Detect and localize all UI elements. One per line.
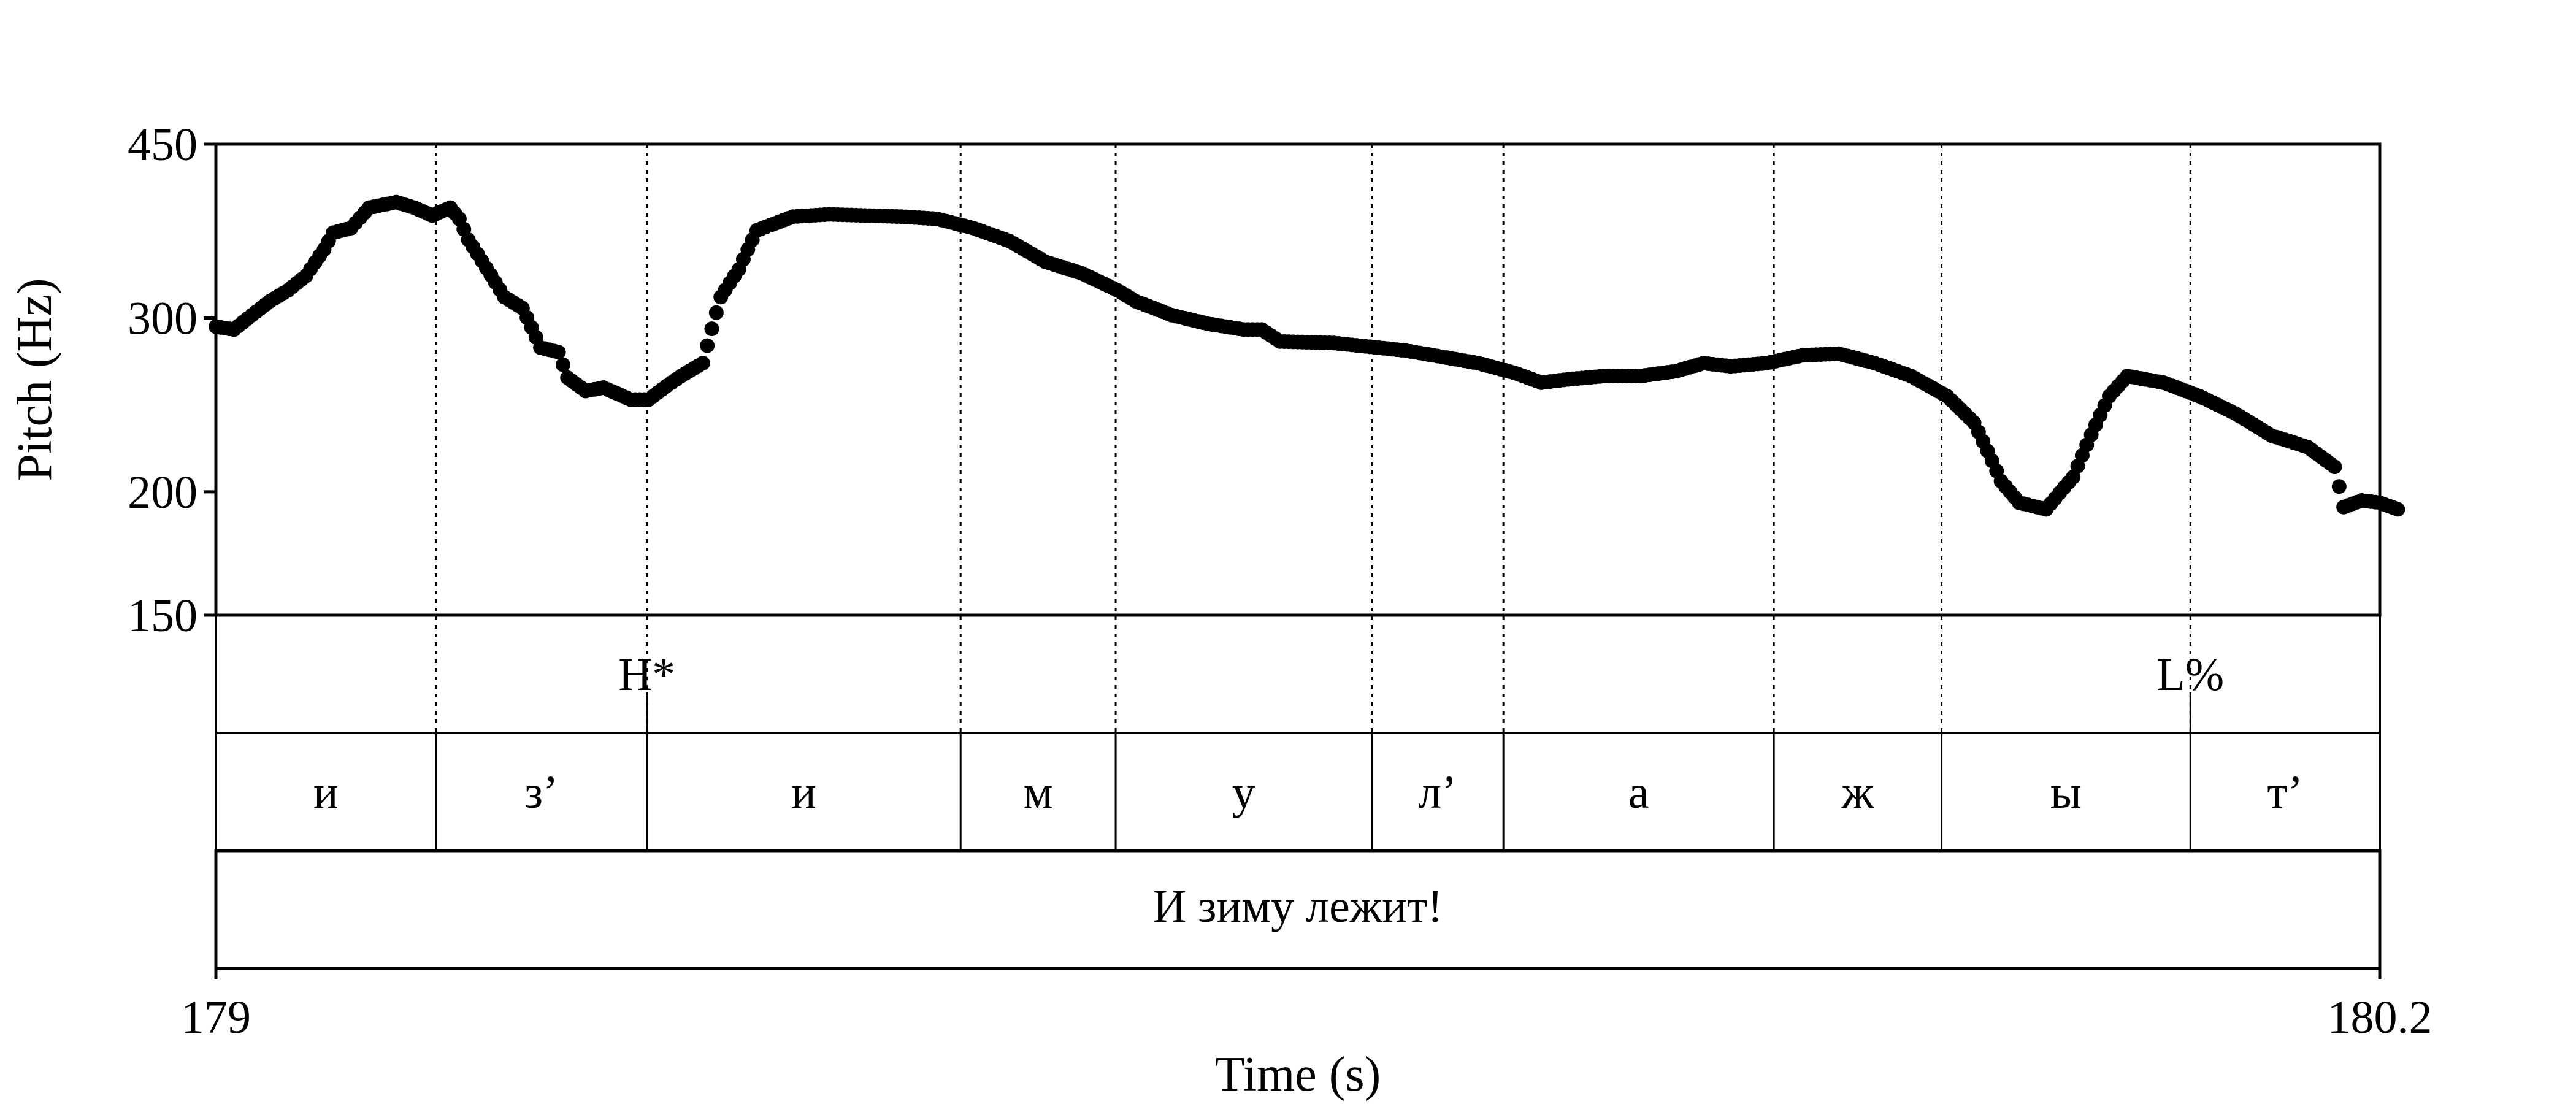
segment-label: и [791,767,816,818]
segment-label: з’ [524,767,558,818]
x-tick-label-start: 179 [181,992,251,1043]
pitch-track [209,194,2405,517]
y-tick-label: 300 [128,293,197,344]
segment-label: а [1628,767,1649,818]
segment-label: и [313,767,339,818]
y-tick-label: 200 [128,467,197,518]
segment-label: м [1024,767,1053,818]
pitch-point [2390,502,2405,517]
segment-label: у [1232,767,1255,818]
pitch-point [695,356,710,371]
x-tick-label-end: 180.2 [2328,992,2432,1043]
pitch-point [704,321,719,337]
x-axis-label: Time (s) [1215,1048,1381,1102]
pitch-point [555,357,570,372]
y-tick-label: 450 [128,119,197,171]
pitch-point [2327,459,2342,475]
y-axis-label: Pitch (Hz) [8,278,62,481]
pitch-point [2331,479,2347,494]
segment-tier: и з’ и м у л’ а ж ы т’ [313,767,2303,818]
tone-label: L% [2156,649,2224,700]
tone-tier-frame [215,614,2381,734]
segment-label: т’ [2267,767,2303,818]
y-axis-ticks: 450 300 200 150 [128,119,216,642]
pitch-point [700,338,715,353]
pitch-plot-frame [214,142,2382,617]
y-tick-label: 150 [128,590,197,642]
segment-label: ы [2050,767,2082,818]
tone-label: H* [618,649,675,700]
interval-boundaries [435,144,2191,851]
utterance-tier-frame [214,849,2382,970]
tone-tier: H* L% [618,649,2224,733]
pitch-point [708,305,724,320]
utterance-label: И зиму лежит! [1152,881,1443,932]
segment-label: л’ [1418,767,1457,818]
segment-label: ж [1841,767,1874,818]
pitch-point [551,345,566,360]
